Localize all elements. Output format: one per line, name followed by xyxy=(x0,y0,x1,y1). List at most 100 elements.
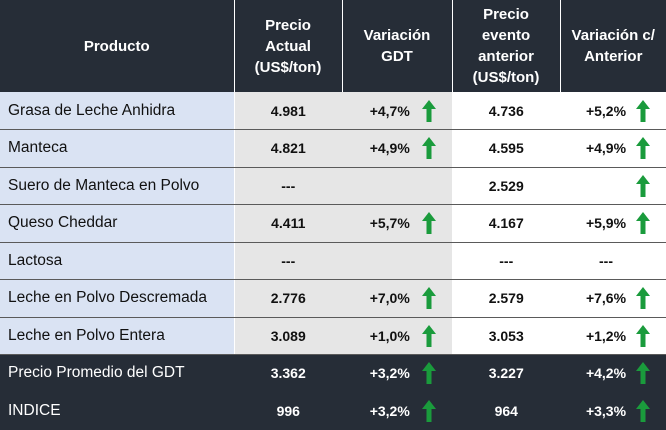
arrow-up-icon xyxy=(421,324,436,347)
variacion-gdt-cell: +5,7% xyxy=(342,204,453,243)
variacion-anterior-cell: +5,2% xyxy=(560,92,666,130)
variacion-anterior-cell-value: +4,9% xyxy=(585,140,627,157)
variacion-gdt-cell-value: +1,0% xyxy=(369,327,410,344)
precio-actual-cell-value: 2.776 xyxy=(270,290,306,307)
variacion-gdt-cell: +3,2% xyxy=(342,354,453,393)
table-row: Manteca 4.821 +4,9% 4.595 +4,9% xyxy=(0,129,666,168)
precio-anterior-cell: 2.579 xyxy=(452,279,560,318)
table-body: Grasa de Leche Anhidra 4.981 +4,7% 4.736 +5,… xyxy=(0,92,666,430)
product-name-cell-value: Leche en Polvo Entera xyxy=(8,326,165,344)
arrow-up-icon xyxy=(636,99,650,122)
precio-actual-cell: 3.362 xyxy=(234,354,342,393)
variacion-gdt-cell xyxy=(342,167,453,205)
variacion-anterior-cell: --- xyxy=(560,242,666,280)
table-row: Leche en Polvo Descremada 2.776 +7,0% 2.579… xyxy=(0,279,666,318)
product-name-cell: Leche en Polvo Descremada xyxy=(0,279,235,318)
variacion-gdt-cell-value: +5,7% xyxy=(369,215,410,232)
product-name-cell-value: Precio Promedio del GDT xyxy=(8,364,185,382)
precio-actual-cell-value: 4.821 xyxy=(270,140,306,157)
arrow-up-icon xyxy=(636,212,650,235)
precio-anterior-cell-value: 4.736 xyxy=(488,102,524,119)
precio-actual-cell-value: 3.089 xyxy=(270,327,306,344)
precio-actual-cell: 2.776 xyxy=(234,279,342,318)
precio-anterior-cell: 4.167 xyxy=(452,204,560,243)
arrow-up-icon xyxy=(421,212,436,235)
precio-anterior-cell-value: 3.053 xyxy=(488,327,524,344)
precio-actual-cell: 996 xyxy=(234,392,342,430)
precio-anterior-cell: 3.053 xyxy=(452,317,560,355)
arrow-up-icon xyxy=(421,287,436,310)
table-row: Queso Cheddar 4.411 +5,7% 4.167 +5,9% xyxy=(0,204,666,243)
variacion-gdt-cell: +3,2% xyxy=(342,392,453,430)
arrow-up-icon xyxy=(636,362,650,385)
precio-actual-cell: 4.411 xyxy=(234,204,342,243)
variacion-anterior-cell: +4,9% xyxy=(560,129,666,168)
table-row: Lactosa --- --- --- xyxy=(0,242,666,280)
variacion-gdt-cell: +1,0% xyxy=(342,317,453,355)
variacion-gdt-cell-value: +7,0% xyxy=(369,290,410,307)
product-name-cell-value: Lactosa xyxy=(8,251,63,269)
precio-actual-cell-value: --- xyxy=(281,177,296,194)
product-name-cell-value: Grasa de Leche Anhidra xyxy=(8,101,176,119)
precio-anterior-cell: 4.736 xyxy=(452,92,560,130)
precio-actual-cell: 3.089 xyxy=(234,317,342,355)
product-name-cell-value: Leche en Polvo Descremada xyxy=(8,289,208,307)
product-name-cell: Queso Cheddar xyxy=(0,204,235,243)
arrow-up-icon xyxy=(636,137,650,160)
table-row: Leche en Polvo Entera 3.089 +1,0% 3.053 +1,2… xyxy=(0,317,666,355)
arrow-up-icon xyxy=(421,399,436,422)
variacion-anterior-cell-value: +5,9% xyxy=(585,215,627,232)
product-name-cell-value: Suero de Manteca en Polvo xyxy=(8,176,200,194)
product-name-cell: Suero de Manteca en Polvo xyxy=(0,167,235,205)
variacion-gdt-cell-value: +3,2% xyxy=(369,365,410,382)
precio-actual-cell-value: 4.411 xyxy=(271,215,306,232)
header-precio-anterior: Precio evento anterior (US$/ton) xyxy=(452,0,561,92)
variacion-anterior-cell xyxy=(560,167,666,205)
variacion-anterior-cell: +4,2% xyxy=(560,354,666,393)
product-name-cell: Grasa de Leche Anhidra xyxy=(0,92,235,130)
precio-actual-cell: 4.821 xyxy=(234,129,342,168)
precio-actual-cell: --- xyxy=(234,242,342,280)
variacion-anterior-cell: +1,2% xyxy=(560,317,666,355)
variacion-anterior-cell-value: +3,3% xyxy=(585,402,627,419)
precio-anterior-cell-value: 4.595 xyxy=(488,140,524,157)
arrow-up-icon xyxy=(636,399,650,422)
precio-anterior-cell-value: 2.529 xyxy=(488,177,524,194)
precio-actual-cell: 4.981 xyxy=(234,92,342,130)
arrow-up-icon xyxy=(421,99,436,122)
product-name-cell: Manteca xyxy=(0,129,235,168)
product-name-cell-value: Queso Cheddar xyxy=(8,214,118,232)
precio-anterior-cell-value: 3.227 xyxy=(488,365,524,382)
precio-anterior-cell-value: 964 xyxy=(494,402,518,419)
precio-anterior-cell-value: 4.167 xyxy=(488,215,524,232)
summary-row: Precio Promedio del GDT 3.362 +3,2% 3.227 +4… xyxy=(0,354,666,393)
variacion-gdt-cell: +4,9% xyxy=(342,129,453,168)
product-name-cell: Lactosa xyxy=(0,242,235,280)
product-name-cell: Leche en Polvo Entera xyxy=(0,317,235,355)
precio-anterior-cell: 3.227 xyxy=(452,354,560,393)
precio-actual-cell-value: 3.362 xyxy=(270,365,306,382)
precio-anterior-cell: 4.595 xyxy=(452,129,560,168)
precio-actual-cell: --- xyxy=(234,167,342,205)
header-variacion-gdt: Variación GDT xyxy=(342,0,453,92)
variacion-anterior-cell-value: +7,6% xyxy=(585,290,627,307)
variacion-anterior-cell-value: --- xyxy=(599,252,613,269)
table-row: Grasa de Leche Anhidra 4.981 +4,7% 4.736 +5,… xyxy=(0,92,666,130)
variacion-anterior-cell-value: +4,2% xyxy=(585,365,627,382)
product-name-cell-value: INDICE xyxy=(8,401,61,419)
precio-anterior-cell: --- xyxy=(452,242,560,280)
variacion-gdt-cell-value: +3,2% xyxy=(369,402,410,419)
precio-actual-cell-value: 996 xyxy=(276,402,300,419)
product-name-cell: INDICE xyxy=(0,392,235,430)
arrow-up-icon xyxy=(636,174,650,197)
precio-anterior-cell-value: --- xyxy=(499,252,514,269)
variacion-gdt-cell: +4,7% xyxy=(342,92,453,130)
precio-anterior-cell-value: 2.579 xyxy=(488,290,524,307)
precio-actual-cell-value: --- xyxy=(281,252,296,269)
product-name-cell-value: Manteca xyxy=(8,139,68,157)
header-variacion-anterior: Variación c/ Anterior xyxy=(560,0,666,92)
variacion-anterior-cell: +7,6% xyxy=(560,279,666,318)
precio-actual-cell-value: 4.981 xyxy=(270,102,306,119)
variacion-anterior-cell-value: +1,2% xyxy=(585,327,627,344)
